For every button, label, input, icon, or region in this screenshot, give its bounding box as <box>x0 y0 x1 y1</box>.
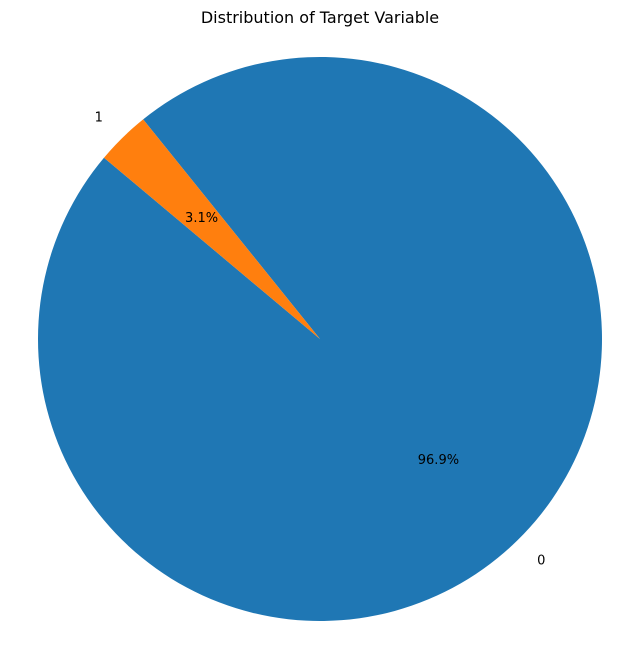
slice-percent-0: 96.9% <box>418 453 459 468</box>
slice-label-0: 0 <box>537 554 545 569</box>
slice-label-1: 1 <box>95 110 103 125</box>
pie-slice-0 <box>38 57 603 622</box>
pie-slices <box>38 57 603 622</box>
pie-slice-1 <box>103 119 320 340</box>
chart-title: Distribution of Target Variable <box>201 8 439 27</box>
pie-labels: 0 96.9% 1 3.1% <box>95 110 546 568</box>
slice-percent-1: 3.1% <box>185 211 218 226</box>
